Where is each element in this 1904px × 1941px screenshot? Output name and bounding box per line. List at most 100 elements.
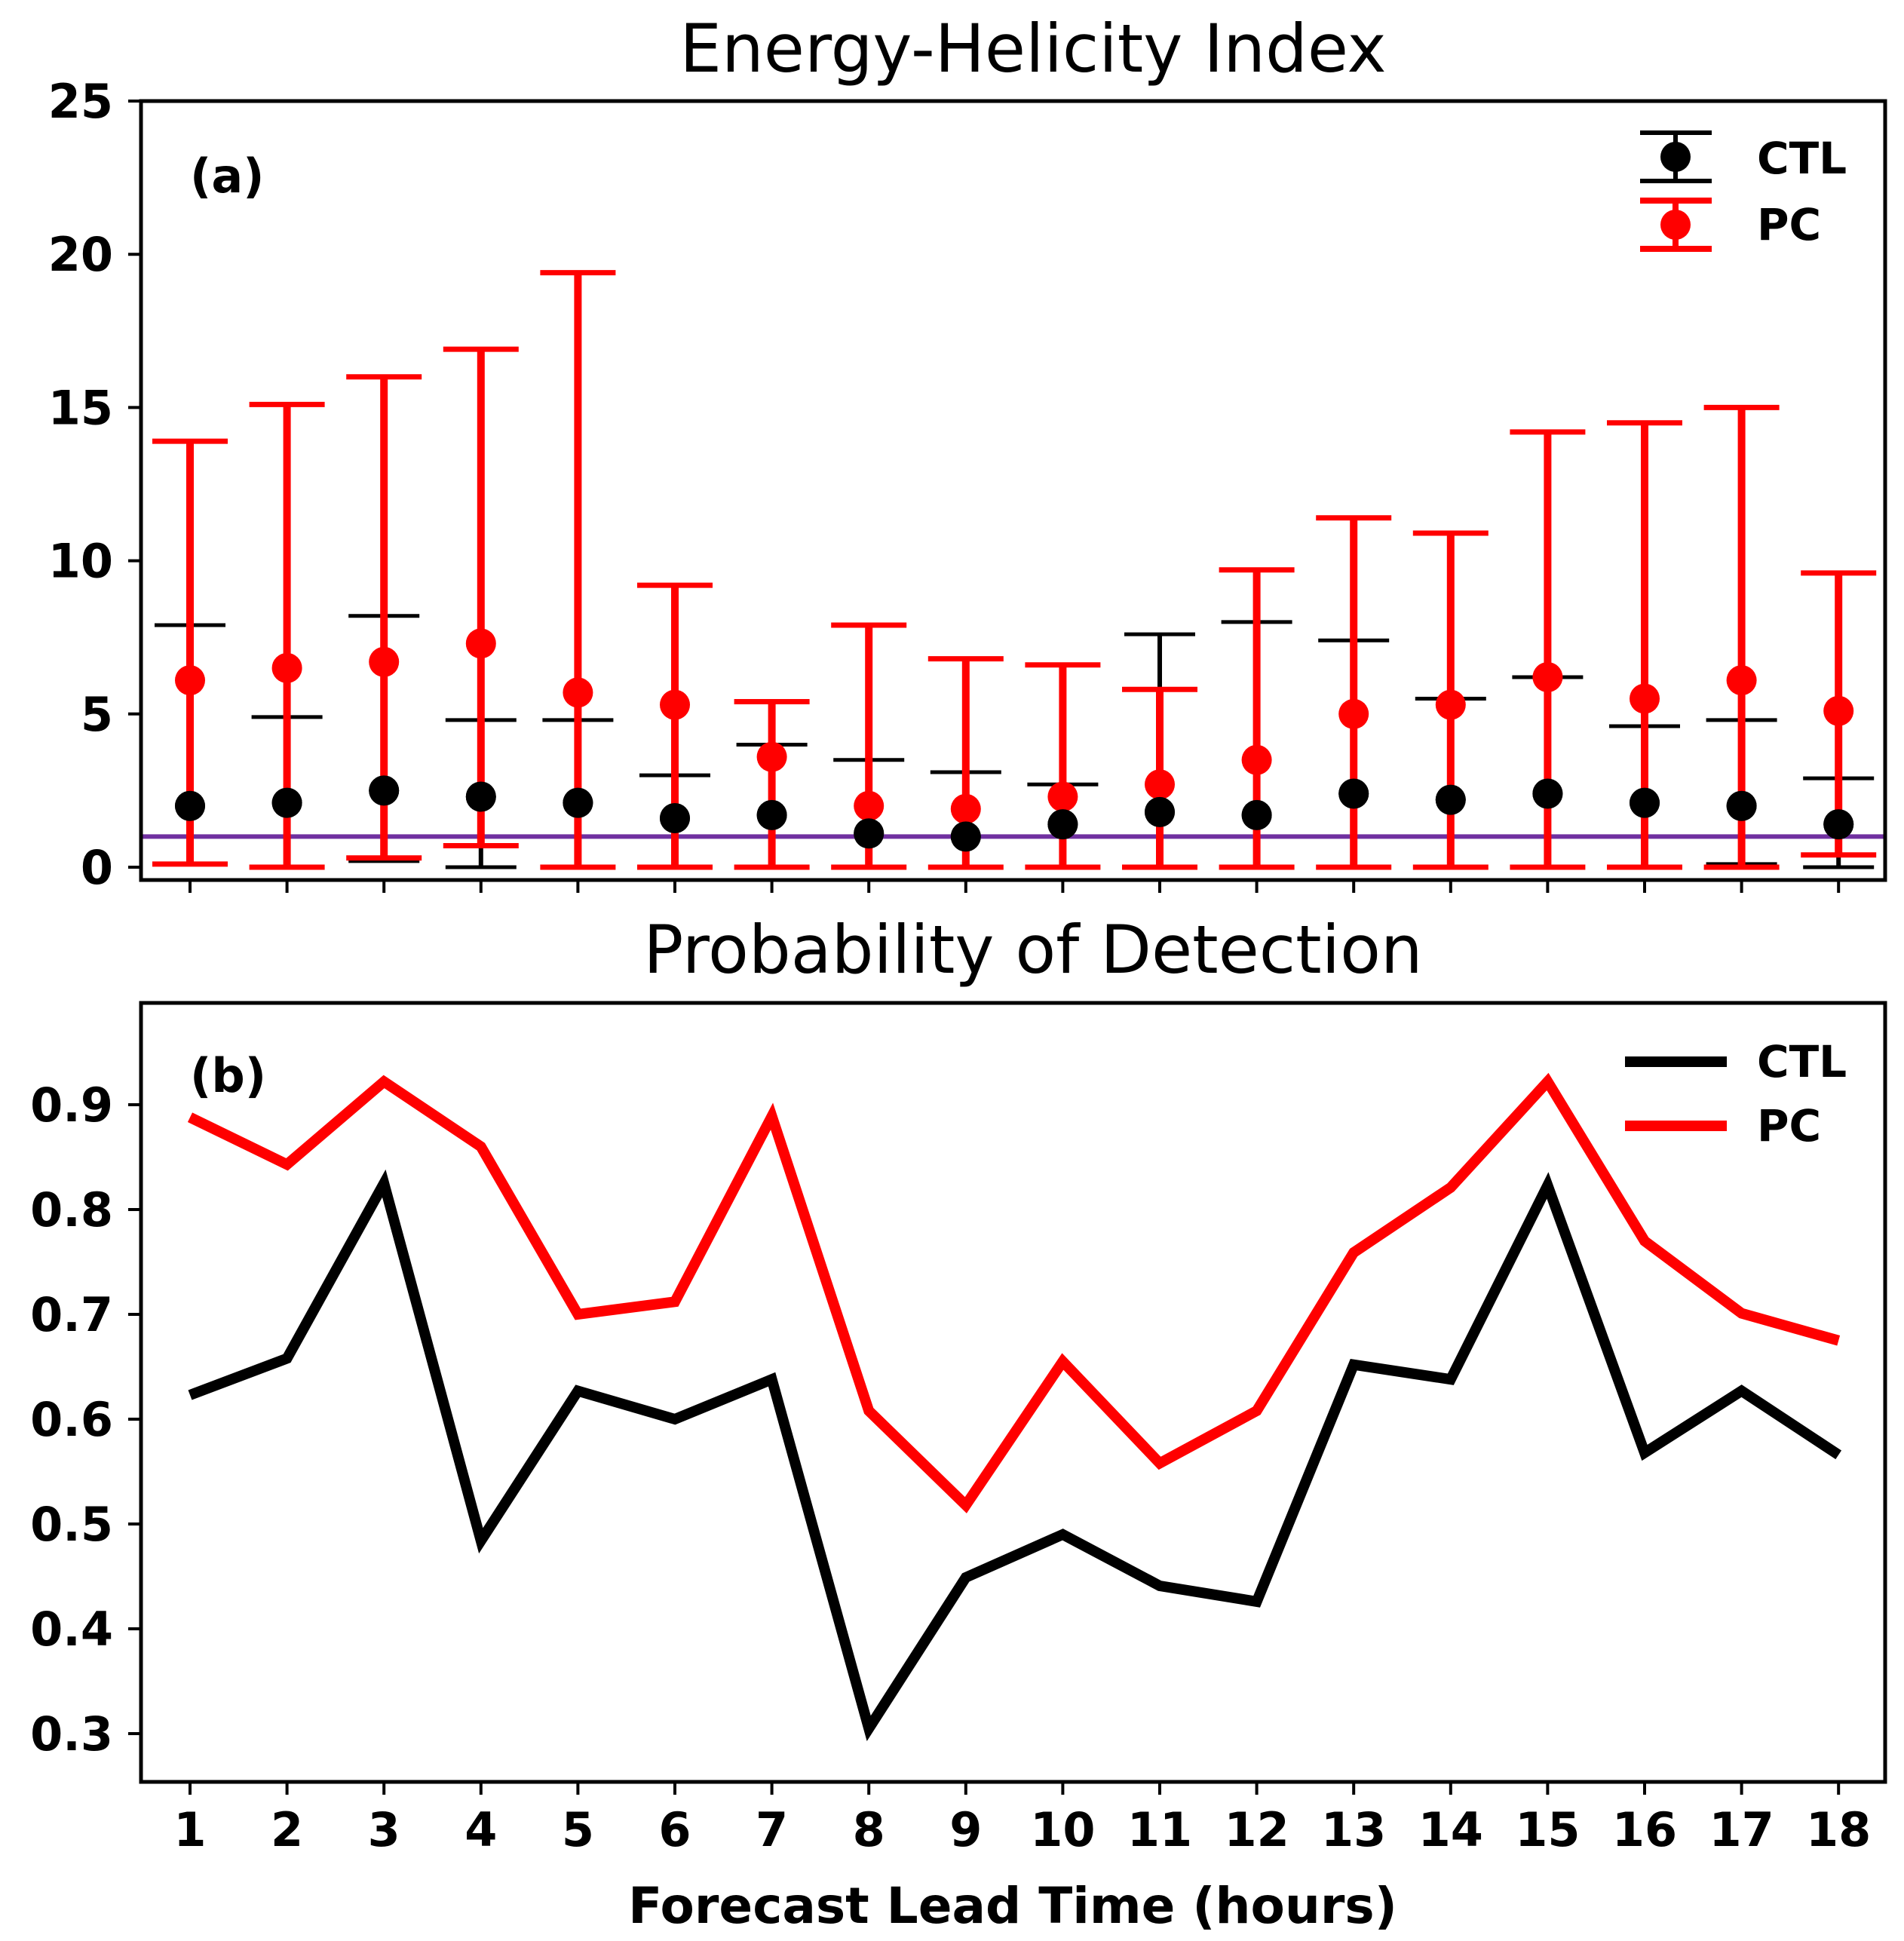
y-tick-label-a: 20 [48,227,113,282]
y-tick-label-b: 0.5 [30,1497,113,1552]
panel-b-y-axis: 0.3 0.4 0.5 0.6 0.7 0.8 0.9 [30,1078,141,1762]
ctl-point-top [271,787,302,818]
legend-b-pc-label: PC [1757,1100,1821,1151]
x-tick-label: 6 [658,1802,691,1857]
panel-a-label: (a) [190,149,265,204]
panel-b-label: (b) [190,1048,266,1103]
errorbar-point [1435,689,1466,720]
y-tick-label-b: 0.4 [30,1602,113,1657]
ctl-point-top [854,818,885,849]
y-tick-label-a: 15 [48,380,113,435]
errorbar-pc [1703,404,1780,870]
ctl-point-top [1047,809,1078,840]
x-tick-label: 18 [1806,1802,1871,1857]
y-tick-label-a: 5 [81,687,113,742]
x-tick-label: 1 [173,1802,206,1857]
y-tick-label-a: 25 [48,74,113,129]
errorbar-point [1338,698,1369,729]
panel-a-errorbars [152,270,1877,870]
errorbar-point [950,793,981,824]
errorbar-pc [1510,429,1586,870]
errorbar-point [1726,665,1757,696]
errorbar-point [1532,662,1563,693]
ctl-point-top [1338,778,1369,809]
x-axis-label: Forecast Lead Time (hours) [628,1877,1397,1935]
x-tick-label: 17 [1709,1802,1774,1857]
panel-b-frame [139,1001,1887,1784]
panel-b-legend: CTL PC [1625,1036,1847,1151]
errorbar-pc [443,346,519,849]
ctl-point-top [1630,787,1660,818]
panel-a: Energy-Helicity Index 0 5 10 15 20 25 (a) CTL… [48,10,1887,895]
errorbar-point [1241,744,1272,775]
errorbar-pc [927,656,1004,870]
errorbar-point [854,790,885,821]
panel-b-x-axis: 1 2 3 4 5 6 7 8 9 10 11 12 13 14 15 16 17 18 [173,1782,1871,1857]
x-tick-label: 8 [853,1802,885,1857]
y-tick-label-b: 0.9 [30,1078,113,1133]
x-tick-label: 16 [1612,1802,1677,1857]
ctl-point-top [660,802,690,833]
errorbar-pc [1316,515,1392,870]
errorbar-point [1145,769,1175,800]
panel-a-title: Energy-Helicity Index [679,10,1386,87]
errorbar-pc [1801,570,1877,858]
errorbar-point [1630,683,1660,714]
errorbar-point [369,646,400,677]
x-tick-label: 4 [465,1802,497,1857]
y-tick-label-b: 0.8 [30,1182,113,1237]
errorbar-pc [540,270,616,870]
y-tick-label-b: 0.6 [30,1392,113,1447]
panel-a-frame [139,99,1887,882]
ctl-point-top [1145,796,1175,827]
ctl-point-top [1726,790,1757,821]
errorbar-pc [734,699,810,870]
legend-a-pc-marker [1640,198,1712,252]
ctl-point-top [1241,799,1272,830]
panel-b-lines [187,1072,1842,1742]
x-tick-label: 7 [756,1802,788,1857]
series-line-pc [187,1072,1841,1513]
series-line-ctl [188,1169,1842,1742]
ctl-point-top [1823,809,1854,840]
ctl-point-top [950,821,981,852]
legend-a-ctl-marker [1640,130,1712,183]
x-tick-label: 2 [271,1802,303,1857]
panel-a-legend: CTL PC [1640,130,1847,252]
ctl-point-top [465,781,496,812]
ctl-point-top [369,775,400,806]
x-tick-label: 5 [562,1802,594,1857]
errorbar-point [465,628,496,659]
panel-b-title: Probability of Detection [643,911,1422,989]
y-tick-label-a: 0 [81,840,113,895]
panel-b: Probability of Detection 0.3 0.4 0.5 0.6 0.7… [30,911,1887,1935]
errorbar-pc [1122,686,1197,870]
x-tick-label: 10 [1030,1802,1095,1857]
x-tick-label: 11 [1127,1802,1192,1857]
y-tick-label-b: 0.7 [30,1287,113,1342]
x-tick-label: 3 [368,1802,400,1857]
errorbar-point [1047,781,1078,812]
ctl-point-top [756,799,787,830]
x-tick-label: 15 [1515,1802,1580,1857]
x-tick-label: 12 [1224,1802,1289,1857]
errorbar-point [1823,695,1854,726]
ctl-point-top [175,790,205,821]
legend-a-pc-label: PC [1757,199,1821,250]
y-tick-label-a: 10 [48,534,113,589]
ctl-point-top [1435,784,1466,815]
ctl-point-top [563,787,593,818]
panel-a-x-axis [189,880,1841,893]
legend-a-ctl-label: CTL [1757,133,1847,184]
errorbar-point [563,677,593,708]
y-tick-label-b: 0.3 [30,1706,113,1762]
ctl-point-top [1532,778,1563,809]
x-tick-label: 14 [1418,1802,1483,1857]
errorbar-point [756,741,787,772]
panel-a-y-axis: 0 5 10 15 20 25 [48,74,141,895]
errorbar-point [175,665,205,696]
x-tick-label: 13 [1321,1802,1386,1857]
errorbar-point [271,652,302,683]
legend-b-ctl-label: CTL [1757,1036,1847,1087]
